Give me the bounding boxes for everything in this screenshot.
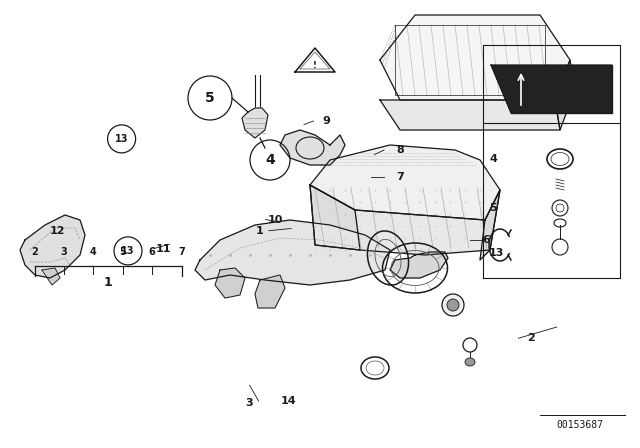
Text: 8: 8 — [396, 145, 404, 155]
Polygon shape — [310, 185, 360, 250]
Polygon shape — [491, 65, 612, 113]
Text: 5: 5 — [120, 247, 126, 257]
Text: 1: 1 — [255, 226, 263, 236]
Text: 7: 7 — [396, 172, 404, 182]
Polygon shape — [555, 60, 575, 130]
Text: 7: 7 — [179, 247, 186, 257]
Polygon shape — [480, 190, 500, 260]
Text: 4: 4 — [489, 154, 497, 164]
Text: 13: 13 — [489, 248, 504, 258]
Polygon shape — [310, 145, 500, 220]
Text: 6: 6 — [148, 247, 156, 257]
Polygon shape — [20, 215, 85, 278]
Polygon shape — [195, 220, 390, 285]
Text: 5: 5 — [205, 91, 215, 105]
Text: 6: 6 — [483, 235, 490, 245]
Ellipse shape — [442, 294, 464, 316]
Polygon shape — [215, 268, 245, 298]
Text: 00153687: 00153687 — [557, 420, 604, 430]
Polygon shape — [310, 185, 500, 255]
Polygon shape — [255, 275, 285, 308]
Text: 12: 12 — [50, 226, 65, 236]
Text: !: ! — [313, 60, 317, 69]
Text: 1: 1 — [104, 276, 113, 289]
Text: 5: 5 — [489, 203, 497, 213]
Text: 3: 3 — [246, 398, 253, 408]
Ellipse shape — [465, 358, 475, 366]
Text: 14: 14 — [280, 396, 296, 406]
Ellipse shape — [447, 299, 459, 311]
Text: 2: 2 — [527, 333, 535, 343]
Text: 3: 3 — [61, 247, 67, 257]
Text: 4: 4 — [90, 247, 97, 257]
Text: 2: 2 — [31, 247, 38, 257]
Polygon shape — [42, 268, 60, 285]
Polygon shape — [380, 100, 560, 130]
Text: 13: 13 — [115, 134, 129, 144]
Text: 11: 11 — [156, 244, 171, 254]
Text: 4: 4 — [265, 153, 275, 167]
Polygon shape — [380, 15, 570, 100]
Polygon shape — [390, 252, 448, 278]
Text: 13: 13 — [121, 246, 135, 256]
Text: 10: 10 — [268, 215, 283, 224]
Polygon shape — [242, 108, 268, 138]
Text: 9: 9 — [323, 116, 330, 126]
Polygon shape — [280, 130, 345, 165]
